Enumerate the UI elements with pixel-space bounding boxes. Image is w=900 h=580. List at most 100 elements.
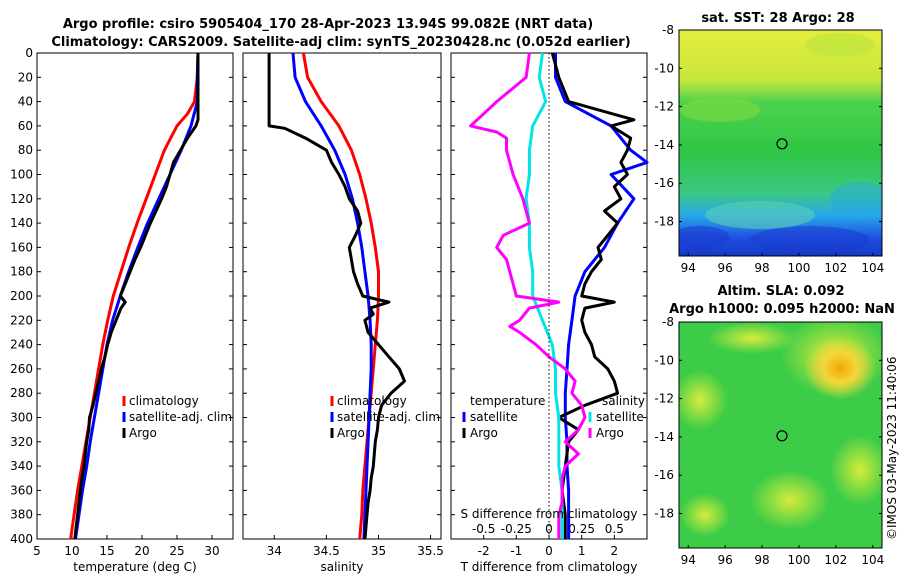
y-tick-label: 220 (10, 313, 33, 327)
series-line-t-satellite (554, 53, 649, 539)
y-tick-label: 80 (18, 143, 33, 157)
y-tick-label: 400 (10, 532, 33, 546)
x-tick-label: 35.5 (417, 544, 444, 558)
series-line-t-argo (550, 52, 636, 539)
legend-label-argo: Argo (129, 426, 157, 440)
map-x-tick-label: 100 (788, 261, 811, 275)
x-tick-label: 34 (267, 544, 282, 558)
map-y-tick-label: -10 (654, 353, 674, 367)
map-x-tick-label: 96 (717, 261, 732, 275)
temperature-panel (36, 52, 234, 540)
y-tick-label: 240 (10, 338, 33, 352)
legend-label-s-argo: Argo (596, 426, 624, 440)
top-x-tick-label: -0.5 (472, 522, 495, 536)
legend-label-satellite: satellite-adj. clim (337, 410, 440, 424)
figure-title-line1: Argo profile: csiro 5905404_170 28-Apr-2… (63, 17, 593, 32)
series-line-s-argo (469, 52, 587, 539)
legend-title-temperature: temperature (470, 394, 545, 408)
x-tick-label: 34.5 (313, 544, 340, 558)
series-line-satellite-adj-clim (74, 52, 200, 540)
map-x-tick-label: 102 (824, 553, 847, 567)
y-tick-label: 380 (10, 508, 33, 522)
axes-layer: 5 10 15 20 25 3002040608010012014016018020022… (10, 46, 647, 558)
y-tick-label: 260 (10, 362, 33, 376)
y-tick-label: 280 (10, 386, 33, 400)
x-tick-label: 10 (64, 544, 79, 558)
legend-label-climatology: climatology (337, 394, 407, 408)
map-x-tick-label: 104 (861, 261, 884, 275)
sla-map-frame (678, 321, 883, 549)
sla-map-image (679, 322, 882, 548)
series-layer (69, 52, 649, 540)
legend-title-salinity: salinity (602, 394, 645, 408)
map-y-tick-label: -16 (654, 176, 674, 190)
y-tick-label: 160 (10, 240, 33, 254)
legend-label-s-satellite: satellite (596, 410, 644, 424)
map-x-tick-label: 94 (681, 261, 696, 275)
series-line-satellite-adj-clim (291, 52, 373, 540)
map-y-tick-label: -18 (654, 215, 674, 229)
map-x-tick-label: 102 (824, 261, 847, 275)
sla-map-title-line2: Argo h1000: 0.095 h2000: NaN (669, 302, 895, 317)
map-y-tick-label: -12 (654, 100, 674, 114)
y-tick-label: 40 (18, 95, 33, 109)
legend-label-satellite: satellite-adj. clim (129, 410, 232, 424)
y-tick-label: 100 (10, 168, 33, 182)
series-line-argo (267, 53, 406, 540)
sla-argo-marker (776, 430, 788, 442)
series-line-climatology (69, 52, 200, 540)
y-tick-label: 20 (18, 70, 33, 84)
series-line-s-satellite (524, 52, 564, 539)
top-x-tick-label: -0.25 (501, 522, 532, 536)
legend-label-argo: Argo (337, 426, 365, 440)
sla-map-title-line1: Altim. SLA: 0.092 (718, 284, 845, 299)
series-line-argo (73, 53, 200, 540)
map-y-tick-label: -16 (654, 468, 674, 482)
map-x-tick-label: 104 (861, 553, 884, 567)
top-x-tick-label: 0.25 (568, 522, 595, 536)
salinity-xlabel: salinity (320, 560, 363, 574)
imos-credit: ©IMOS 03-May-2023 11:40:06 (885, 356, 899, 540)
difference-top-xlabel: S difference from climatology (461, 507, 638, 521)
temperature-legend: climatology satellite-adj. clim Argo (122, 394, 232, 440)
x-tick-label: -1 (510, 544, 522, 558)
y-tick-label: 200 (10, 289, 33, 303)
map-y-tick-label: -14 (654, 430, 674, 444)
x-tick-label: 35 (371, 544, 386, 558)
sst-map-frame (678, 29, 883, 257)
x-tick-label: 25 (169, 544, 184, 558)
x-tick-label: 1 (578, 544, 586, 558)
x-tick-label: 15 (99, 544, 114, 558)
y-tick-label: 60 (18, 119, 33, 133)
map-x-tick-label: 96 (717, 553, 732, 567)
series-line-climatology (301, 52, 380, 540)
y-tick-label: 140 (10, 216, 33, 230)
y-tick-label: 300 (10, 411, 33, 425)
legend-label-t-satellite: satellite (470, 410, 518, 424)
x-tick-label: -2 (478, 544, 490, 558)
difference-legend: temperature satellite Argo salinity sate… (462, 394, 645, 440)
x-tick-label: 5 (33, 544, 41, 558)
map-y-tick-label: -12 (654, 392, 674, 406)
figure-title-line2: Climatology: CARS2009. Satellite-adj cli… (51, 35, 630, 50)
y-tick-label: 120 (10, 192, 33, 206)
map-x-tick-label: 98 (754, 261, 769, 275)
y-tick-label: 340 (10, 459, 33, 473)
sst-map-title: sat. SST: 28 Argo: 28 (701, 11, 854, 26)
x-tick-label: 2 (611, 544, 619, 558)
map-y-tick-label: -14 (654, 138, 674, 152)
x-tick-label: 0 (545, 544, 553, 558)
sst-map-image (679, 30, 882, 256)
salinity-legend: climatology satellite-adj. clim Argo (330, 394, 440, 440)
legend-label-t-argo: Argo (470, 426, 498, 440)
y-tick-label: 320 (10, 435, 33, 449)
y-tick-label: 180 (10, 265, 33, 279)
x-tick-label: 30 (204, 544, 219, 558)
temperature-xlabel: temperature (deg C) (73, 560, 196, 574)
map-x-tick-label: 94 (681, 553, 696, 567)
difference-xlabel: T difference from climatology (460, 560, 638, 574)
top-x-tick-label: 0.5 (605, 522, 624, 536)
map-y-tick-label: -18 (654, 507, 674, 521)
sst-argo-marker (776, 138, 788, 150)
